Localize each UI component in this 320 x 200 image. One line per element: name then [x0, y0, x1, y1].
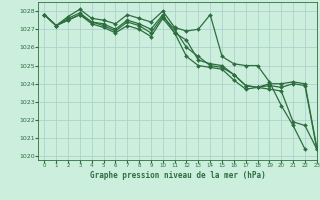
X-axis label: Graphe pression niveau de la mer (hPa): Graphe pression niveau de la mer (hPa): [90, 171, 266, 180]
